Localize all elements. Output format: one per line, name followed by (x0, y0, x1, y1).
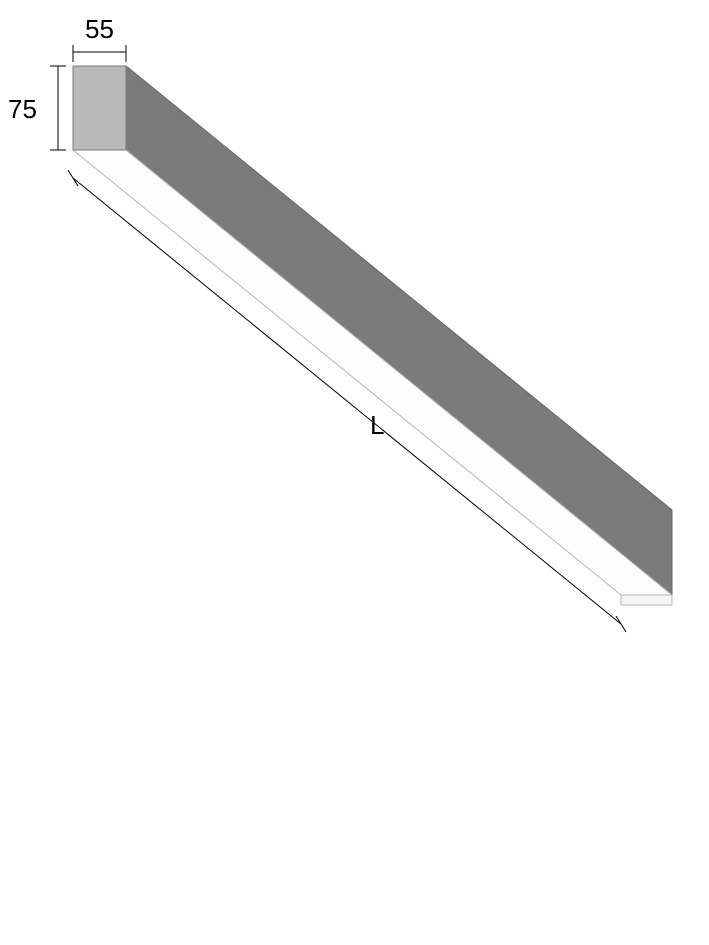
dim-height-label: 75 (8, 94, 37, 124)
dim-width-label: 55 (85, 14, 114, 44)
dimension-diagram: 55 75 L (0, 0, 709, 945)
dim-length-label: L (370, 410, 384, 440)
